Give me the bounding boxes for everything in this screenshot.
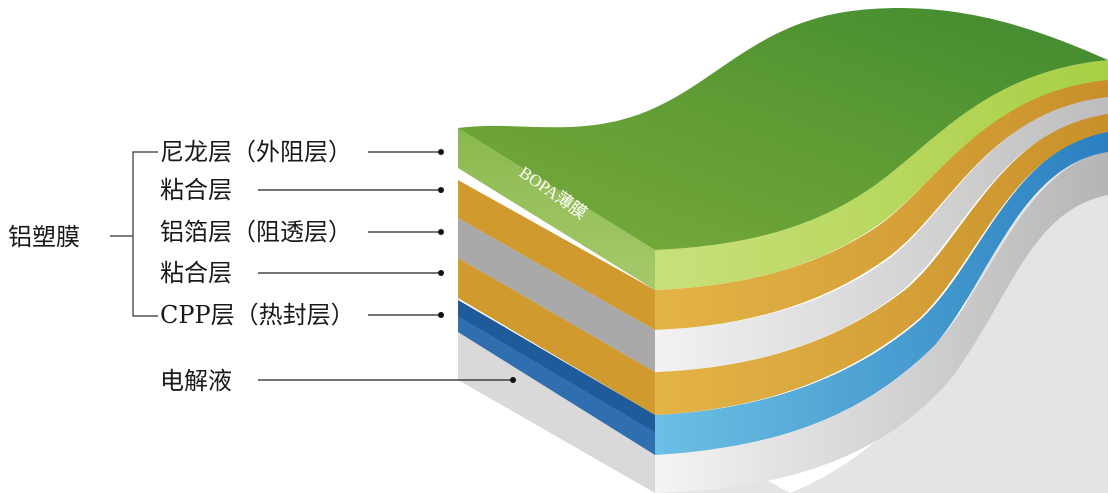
bopa-film-surface	[458, 8, 1108, 250]
aluminum-layer-side	[655, 95, 1108, 372]
leader-dot-aluminum	[438, 229, 444, 235]
leader-dot-electrolyte	[510, 377, 516, 383]
adhesive-layer-1-front	[458, 180, 655, 330]
layer-label-cpp: CPP层（热封层）	[160, 301, 355, 329]
electrolyte-front	[458, 330, 655, 493]
leader-dot-adhesive-1	[438, 187, 444, 193]
adhesive-layer-1-side	[655, 78, 1108, 330]
layer-label-adhesive-1: 粘合层	[160, 176, 232, 204]
group-label: 铝塑膜	[8, 223, 80, 251]
adhesive-layer-2-front	[458, 258, 655, 415]
adhesive-layer-2-side	[655, 112, 1108, 415]
leader-dot-cpp	[438, 312, 444, 318]
nylon-layer-side	[655, 60, 1108, 290]
layer-label-nylon: 尼龙层（外阻层）	[160, 138, 352, 166]
leader-lines	[258, 151, 512, 381]
group-bracket	[110, 151, 158, 317]
cpp-layer-side	[655, 130, 1108, 455]
leader-dot-nylon	[438, 149, 444, 155]
leader-dot-adhesive-2	[438, 270, 444, 276]
electrolyte-side	[655, 150, 1108, 493]
layer-label-aluminum: 铝箔层（阻透层）	[160, 218, 352, 246]
leader-dots	[438, 149, 516, 383]
nylon-layer-front	[458, 128, 655, 290]
aluminum-layer-front	[458, 218, 655, 372]
layer-label-adhesive-2: 粘合层	[160, 259, 232, 287]
electrolyte-label: 电解液	[160, 367, 232, 395]
cpp-layer-stripe	[458, 300, 655, 432]
